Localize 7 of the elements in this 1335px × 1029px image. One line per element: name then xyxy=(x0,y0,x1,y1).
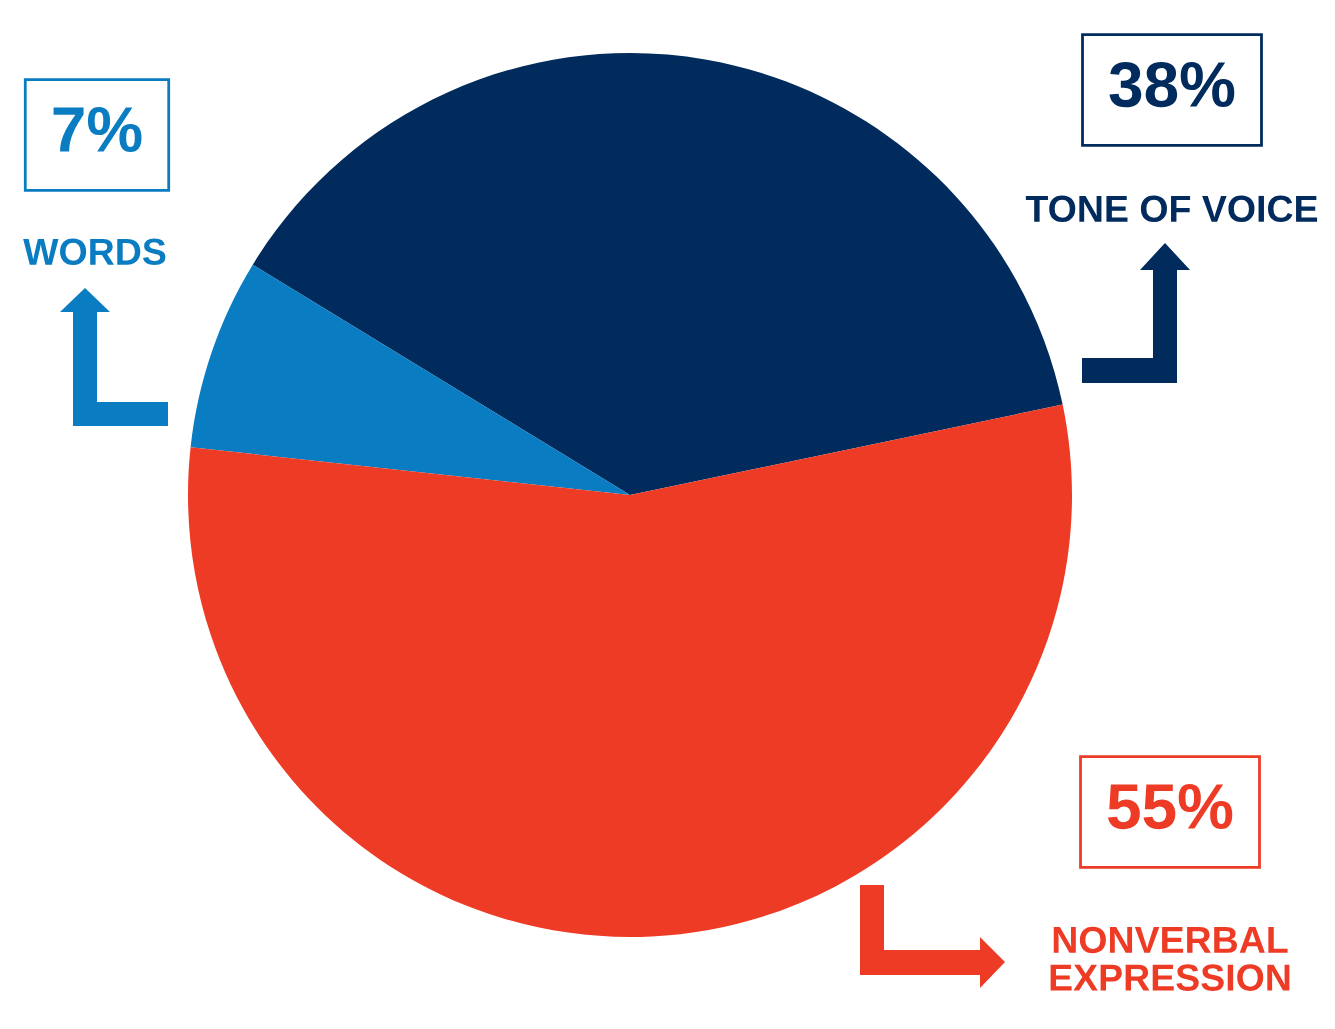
data-label: 38% xyxy=(1109,61,1235,108)
slice-label: TONE OF VOICE xyxy=(1025,195,1318,223)
slice-label: NONVERBAL EXPRESSION xyxy=(1050,926,1290,991)
slice-label: WORDS xyxy=(23,238,166,266)
data-label: 7% xyxy=(53,107,142,153)
data-label: 55% xyxy=(1108,784,1233,830)
pie-slice xyxy=(190,264,630,495)
